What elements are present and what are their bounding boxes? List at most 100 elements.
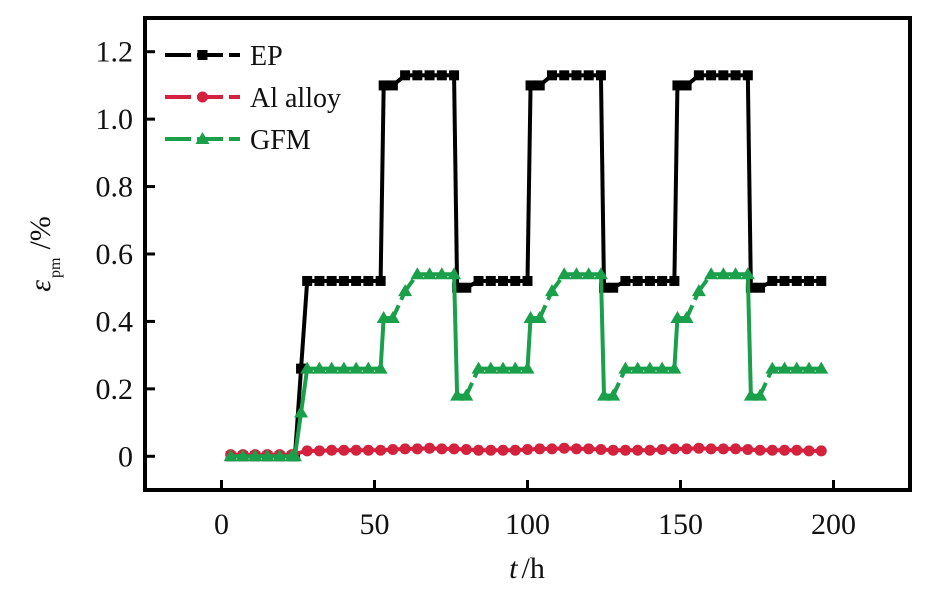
data-point (679, 311, 694, 324)
series-line-segment (672, 317, 680, 369)
data-point (387, 80, 398, 91)
data-point (706, 70, 717, 81)
data-point (362, 444, 374, 456)
data-point (398, 284, 413, 297)
data-point (717, 443, 729, 455)
data-point (375, 275, 386, 286)
data-point (632, 275, 643, 286)
data-point (767, 275, 778, 286)
data-point (496, 361, 511, 374)
data-point (803, 445, 815, 457)
data-point (461, 282, 472, 293)
data-point (522, 444, 533, 456)
data-point (669, 275, 680, 286)
data-point (300, 361, 315, 374)
data-point (655, 361, 670, 374)
data-point (791, 275, 802, 286)
series-line-segment (378, 317, 386, 369)
data-point (447, 267, 462, 280)
data-point (779, 275, 790, 286)
data-point (373, 361, 388, 374)
series-line-segment (672, 85, 680, 282)
data-point (802, 361, 817, 374)
data-point (607, 444, 619, 456)
data-point (681, 443, 693, 455)
data-point (599, 282, 609, 293)
legend-label: EP (250, 41, 283, 72)
data-point (667, 361, 682, 374)
data-point (460, 444, 472, 456)
data-point (412, 70, 423, 81)
data-point (424, 70, 435, 81)
data-point (728, 267, 743, 280)
y-tick-label: 0.8 (96, 171, 134, 204)
series-line-segment (378, 85, 386, 282)
data-point (376, 311, 391, 324)
legend-marker (197, 50, 208, 60)
x-axis-label: t/h (509, 552, 545, 585)
data-point (691, 284, 706, 297)
data-point (742, 444, 754, 456)
data-point (436, 443, 448, 455)
data-point (473, 444, 485, 456)
legend-label: GFM (250, 125, 311, 156)
data-point (350, 444, 362, 456)
data-point (766, 444, 778, 456)
data-point (312, 361, 327, 374)
y-tick-label: 1.2 (96, 36, 134, 69)
data-point (816, 275, 827, 286)
data-point (485, 275, 496, 286)
data-point (583, 70, 594, 81)
x-tick-label: 100 (505, 508, 550, 541)
data-point (608, 282, 619, 293)
data-point (730, 443, 742, 455)
data-point (497, 444, 509, 456)
x-tick-label: 200 (811, 508, 856, 541)
legend-label: Al alloy (250, 83, 341, 114)
series-gfm (223, 267, 829, 462)
x-tick-label: 50 (360, 508, 390, 541)
data-point (718, 70, 729, 81)
data-point (755, 282, 766, 293)
data-point (448, 443, 460, 455)
data-point (569, 267, 584, 280)
svg-text:εpm/%: ε pm /% (24, 216, 64, 292)
data-point (375, 444, 387, 456)
data-point (313, 445, 325, 457)
data-point (632, 444, 644, 456)
data-point (473, 275, 484, 286)
data-point (483, 361, 498, 374)
data-point (520, 361, 535, 374)
data-point (814, 361, 829, 374)
data-point (693, 442, 705, 454)
data-point (619, 444, 631, 456)
legend-entry: Al alloy (165, 83, 341, 114)
data-point (522, 275, 533, 286)
data-point (571, 70, 582, 81)
data-point (302, 275, 313, 286)
y-axis-subscript: pm (47, 257, 64, 278)
series-line-segment (745, 274, 753, 396)
data-point (804, 275, 815, 286)
data-point (668, 443, 680, 455)
data-point (508, 361, 523, 374)
y-axis-label: ε pm /% (24, 216, 64, 292)
data-point (753, 388, 768, 401)
data-point (581, 267, 596, 280)
y-tick-label: 1.0 (96, 103, 134, 136)
data-point (672, 80, 683, 91)
data-point (378, 80, 389, 91)
series-ep (225, 70, 827, 462)
data-point (559, 70, 570, 81)
y-tick-label: 0 (118, 440, 133, 473)
data-point (324, 361, 339, 374)
data-point (730, 70, 741, 81)
series-line-segment (598, 274, 606, 396)
data-point (777, 361, 792, 374)
data-point (620, 275, 631, 286)
data-point (260, 449, 275, 462)
x-axis-unit: /h (522, 552, 545, 585)
series-line-segment (598, 75, 606, 288)
data-point (385, 311, 400, 324)
